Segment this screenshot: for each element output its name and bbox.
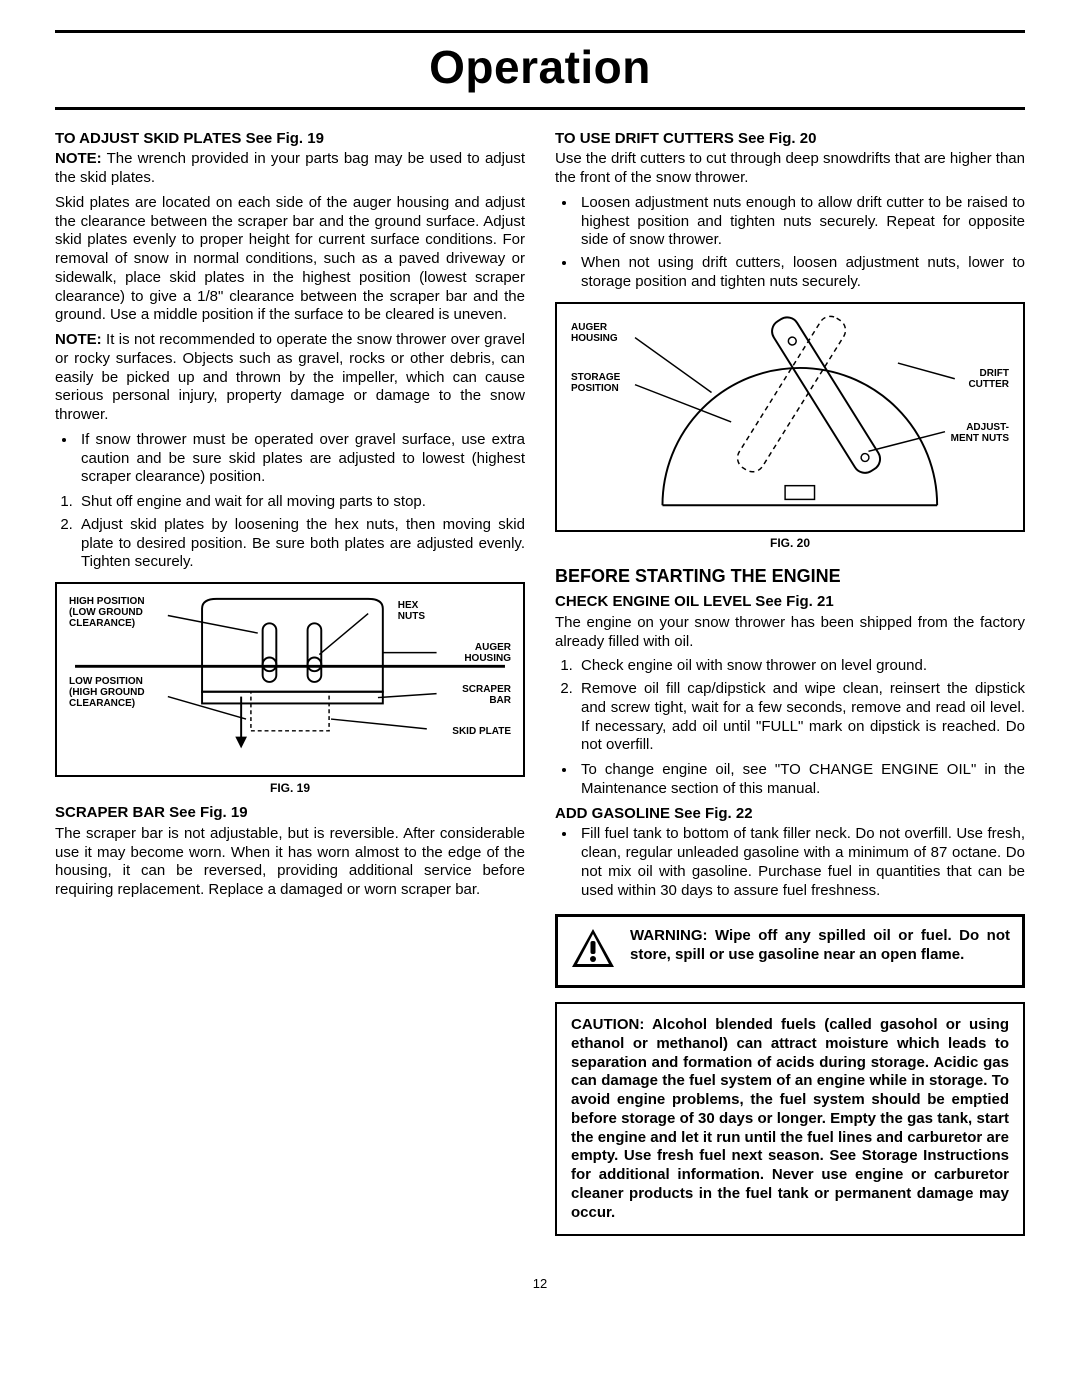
figure-19: HIGH POSITION (LOW GROUND CLEARANCE) LOW… <box>55 582 525 777</box>
check-oil-steps: Check engine oil with snow thrower on le… <box>577 657 1025 755</box>
check-oil-bullets: To change engine oil, see "TO CHANGE ENG… <box>577 761 1025 799</box>
skid-steps: Shut off engine and wait for all moving … <box>77 493 525 572</box>
list-item: To change engine oil, see "TO CHANGE ENG… <box>577 761 1025 799</box>
list-item: Fill fuel tank to bottom of tank filler … <box>577 825 1025 900</box>
figure-20: AUGER HOUSING STORAGE POSITION DRIFT CUT… <box>555 302 1025 532</box>
skid-para-1: Skid plates are located on each side of … <box>55 194 525 325</box>
warning-text: WARNING: Wipe off any spilled oil or fue… <box>630 927 1010 965</box>
fig20-svg <box>567 314 1013 520</box>
note-text: It is not recommended to operate the sno… <box>55 331 525 423</box>
list-item: Shut off engine and wait for all moving … <box>77 493 525 512</box>
caution-box: CAUTION: Alcohol blended fuels (called g… <box>555 1002 1025 1236</box>
left-column: TO ADJUST SKID PLATES See Fig. 19 NOTE: … <box>55 124 525 1237</box>
drift-heading: TO USE DRIFT CUTTERS See Fig. 20 <box>555 130 1025 149</box>
warning-box: WARNING: Wipe off any spilled oil or fue… <box>555 914 1025 988</box>
list-item: Remove oil fill cap/dipstick and wipe cl… <box>577 680 1025 755</box>
skid-plates-heading: TO ADJUST SKID PLATES See Fig. 19 <box>55 130 525 149</box>
page-number: 12 <box>55 1276 1025 1292</box>
skid-note-2: NOTE: It is not recommended to operate t… <box>55 331 525 425</box>
list-item: When not using drift cutters, loosen adj… <box>577 254 1025 292</box>
page-title: Operation <box>55 30 1025 110</box>
check-oil-heading: CHECK ENGINE OIL LEVEL See Fig. 21 <box>555 593 1025 612</box>
note-label: NOTE: <box>55 331 102 348</box>
caution-text: CAUTION: Alcohol blended fuels (called g… <box>571 1016 1009 1222</box>
scraper-para: The scraper bar is not adjustable, but i… <box>55 825 525 900</box>
drift-bullets: Loosen adjustment nuts enough to allow d… <box>577 194 1025 292</box>
fig19-caption: FIG. 19 <box>55 781 525 796</box>
warning-icon <box>570 927 616 975</box>
right-column: TO USE DRIFT CUTTERS See Fig. 20 Use the… <box>555 124 1025 1237</box>
content-columns: TO ADJUST SKID PLATES See Fig. 19 NOTE: … <box>55 124 1025 1237</box>
skid-note-1: NOTE: The wrench provided in your parts … <box>55 150 525 188</box>
skid-bullets: If snow thrower must be operated over gr… <box>77 431 525 487</box>
note-label: NOTE: <box>55 150 102 167</box>
before-start-heading: BEFORE STARTING THE ENGINE <box>555 565 1025 588</box>
scraper-heading: SCRAPER BAR See Fig. 19 <box>55 804 525 823</box>
note-text: The wrench provided in your parts bag ma… <box>55 150 525 186</box>
gas-heading: ADD GASOLINE See Fig. 22 <box>555 805 1025 824</box>
list-item: Check engine oil with snow thrower on le… <box>577 657 1025 676</box>
list-item: Adjust skid plates by loosening the hex … <box>77 516 525 572</box>
drift-para: Use the drift cutters to cut through dee… <box>555 150 1025 188</box>
gas-bullets: Fill fuel tank to bottom of tank filler … <box>577 825 1025 900</box>
check-oil-para: The engine on your snow thrower has been… <box>555 614 1025 652</box>
list-item: If snow thrower must be operated over gr… <box>77 431 525 487</box>
fig19-svg <box>67 594 513 765</box>
fig20-caption: FIG. 20 <box>555 536 1025 551</box>
list-item: Loosen adjustment nuts enough to allow d… <box>577 194 1025 250</box>
